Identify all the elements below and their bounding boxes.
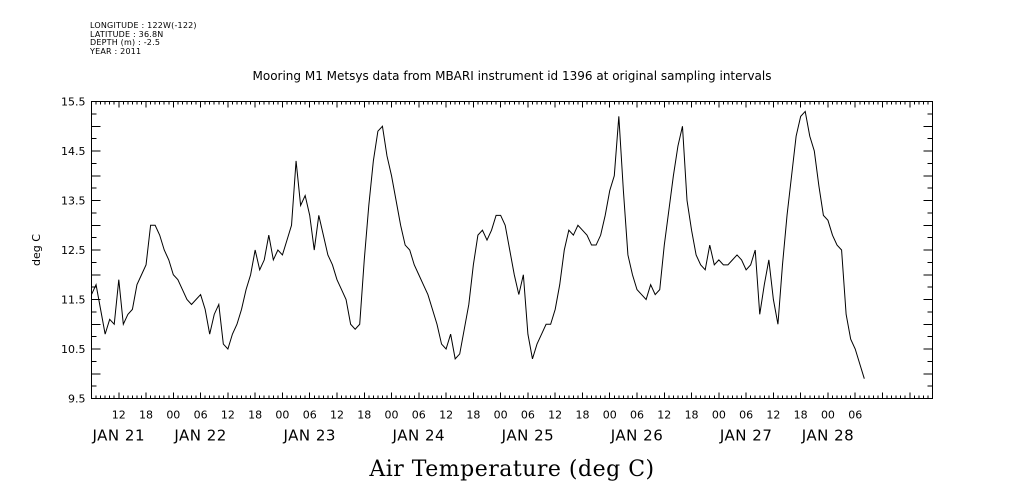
x-tick-label: 06	[848, 409, 862, 422]
year-text: YEAR : 2011	[90, 46, 142, 56]
day-label: JAN 21	[92, 427, 146, 445]
chart-title: Mooring M1 Metsys data from MBARI instru…	[253, 69, 772, 83]
x-tick-label: 06	[303, 409, 317, 422]
x-tick-label: 12	[766, 409, 780, 422]
y-tick-label: 12.5	[61, 244, 86, 257]
x-tick-label: 00	[603, 409, 617, 422]
x-tick-label: 12	[657, 409, 671, 422]
x-axis-title: Air Temperature (deg C)	[368, 457, 654, 482]
depth-text: DEPTH (m) : -2.5	[90, 38, 161, 47]
x-tick-label: 00	[821, 409, 835, 422]
day-label: JAN 22	[173, 427, 227, 445]
x-tick-label: 12	[330, 409, 344, 422]
x-tick-label: 12	[439, 409, 453, 422]
x-tick-label: 00	[166, 409, 180, 422]
x-tick-labels: 12 18 00 06 12 18 00 06 12 18 00 06 12 18 00 06 12 18 00 06…	[112, 409, 862, 422]
y-tick-label: 13.5	[61, 195, 86, 208]
y-tick-label: 15.5	[61, 96, 86, 109]
day-labels: JAN 21 JAN 22 JAN 23 JAN 24 JAN 25 JAN 26 JAN …	[92, 427, 855, 445]
day-label: JAN 23	[282, 427, 336, 445]
x-tick-label: 00	[275, 409, 289, 422]
day-label: JAN 27	[719, 427, 773, 445]
x-tick-label: 06	[521, 409, 535, 422]
x-tick-label: 06	[739, 409, 753, 422]
y-tick-labels: 9.5 10.5 11.5 12.5 13.5 14.5 15.5	[61, 96, 86, 406]
x-tick-label: 00	[712, 409, 726, 422]
day-label: JAN 28	[801, 427, 855, 445]
x-tick-label: 18	[466, 409, 480, 422]
x-tick-label: 00	[385, 409, 399, 422]
y-axis-title: deg C	[30, 234, 43, 266]
x-tick-label: 12	[548, 409, 562, 422]
x-tick-label: 18	[685, 409, 699, 422]
y-tick-label: 10.5	[61, 343, 86, 356]
latitude-text: LATITUDE : 36.8N	[90, 29, 164, 39]
x-tick-label: 18	[357, 409, 371, 422]
air-temperature-line	[91, 110, 865, 379]
y-tick-label: 14.5	[61, 145, 86, 158]
day-label: JAN 26	[610, 427, 664, 445]
axis-ticks	[91, 101, 933, 399]
x-tick-label: 18	[139, 409, 153, 422]
x-tick-label: 12	[112, 409, 126, 422]
metadata-block: LONGITUDE : 122W(-122) LATITUDE : 36.8N …	[90, 21, 197, 56]
plot-frame	[91, 101, 933, 399]
longitude-text: LONGITUDE : 122W(-122)	[90, 21, 197, 30]
x-tick-label: 06	[630, 409, 644, 422]
x-tick-label: 18	[794, 409, 808, 422]
x-tick-label: 18	[575, 409, 589, 422]
day-label: JAN 25	[501, 427, 555, 445]
y-tick-label: 9.5	[68, 393, 86, 406]
x-tick-label: 12	[221, 409, 235, 422]
x-tick-label: 00	[494, 409, 508, 422]
x-tick-label: 06	[194, 409, 208, 422]
day-label: JAN 24	[392, 427, 446, 445]
x-tick-label: 06	[412, 409, 426, 422]
x-tick-label: 18	[248, 409, 262, 422]
y-tick-label: 11.5	[61, 294, 86, 307]
